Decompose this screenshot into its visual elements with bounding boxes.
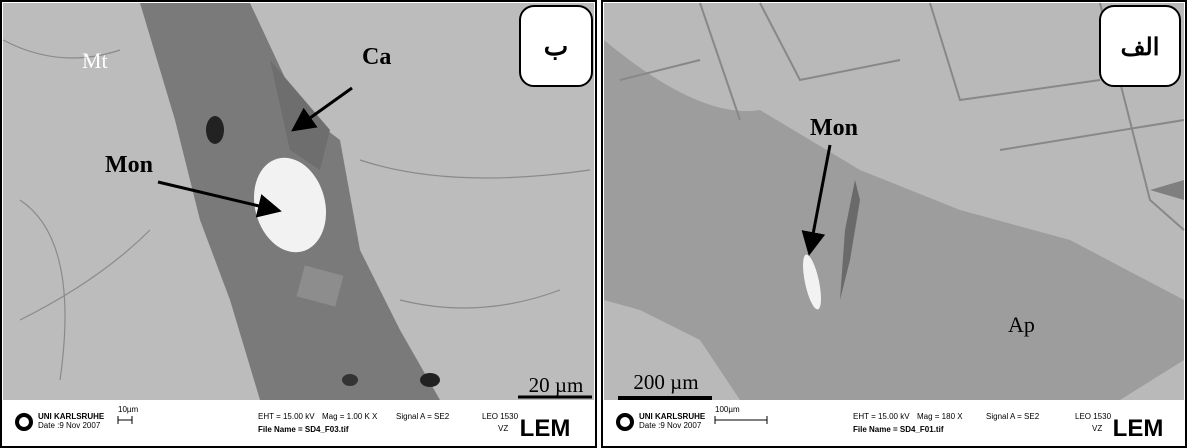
mag: Mag = 1.00 K X xyxy=(322,412,378,421)
scale-bar-label: 20 µm xyxy=(529,373,584,397)
scale: 100µm xyxy=(715,405,740,414)
file-name: File Name = SD4_F01.tif xyxy=(853,425,944,434)
vz: VZ xyxy=(498,424,508,433)
panel-right: Mon Ap الف 200 µm UNI KARLSRUHE Date :9 … xyxy=(602,1,1186,447)
logo: LEM xyxy=(1113,415,1164,442)
mineral-label: Mon xyxy=(810,115,858,141)
signal: Signal A = SE2 xyxy=(396,412,450,421)
scale-bar-label: 200 µm xyxy=(633,370,698,394)
eht: EHT = 15.00 kV xyxy=(853,412,910,421)
scale: 10µm xyxy=(118,405,139,414)
panel-label: ب xyxy=(544,31,568,61)
panel-label: الف xyxy=(1121,34,1160,61)
logo: LEM xyxy=(520,415,571,442)
mag: Mag = 180 X xyxy=(917,412,963,421)
panel-left: Mt Ca Mon ب 20 µm UNI KARLSRUHE Date :9 … xyxy=(1,1,596,447)
pore xyxy=(342,374,358,386)
institution: UNI KARLSRUHE xyxy=(38,412,105,421)
vz: VZ xyxy=(1092,424,1102,433)
institution: UNI KARLSRUHE xyxy=(639,412,706,421)
mineral-label: Mon xyxy=(105,152,153,178)
date: Date :9 Nov 2007 xyxy=(639,421,702,430)
mineral-label: Ca xyxy=(362,44,391,70)
mineral-label: Mt xyxy=(82,48,108,73)
instrument: LEO 1530 xyxy=(1075,412,1112,421)
mineral-label: Ap xyxy=(1008,312,1035,337)
pore xyxy=(420,373,440,387)
eht: EHT = 15.00 kV xyxy=(258,412,315,421)
file-name: File Name = SD4_F03.tif xyxy=(258,425,349,434)
instrument: LEO 1530 xyxy=(482,412,519,421)
figure: Mt Ca Mon ب 20 µm UNI KARLSRUHE Date :9 … xyxy=(0,0,1187,448)
pore xyxy=(206,116,224,144)
date: Date :9 Nov 2007 xyxy=(38,421,101,430)
signal: Signal A = SE2 xyxy=(986,412,1040,421)
